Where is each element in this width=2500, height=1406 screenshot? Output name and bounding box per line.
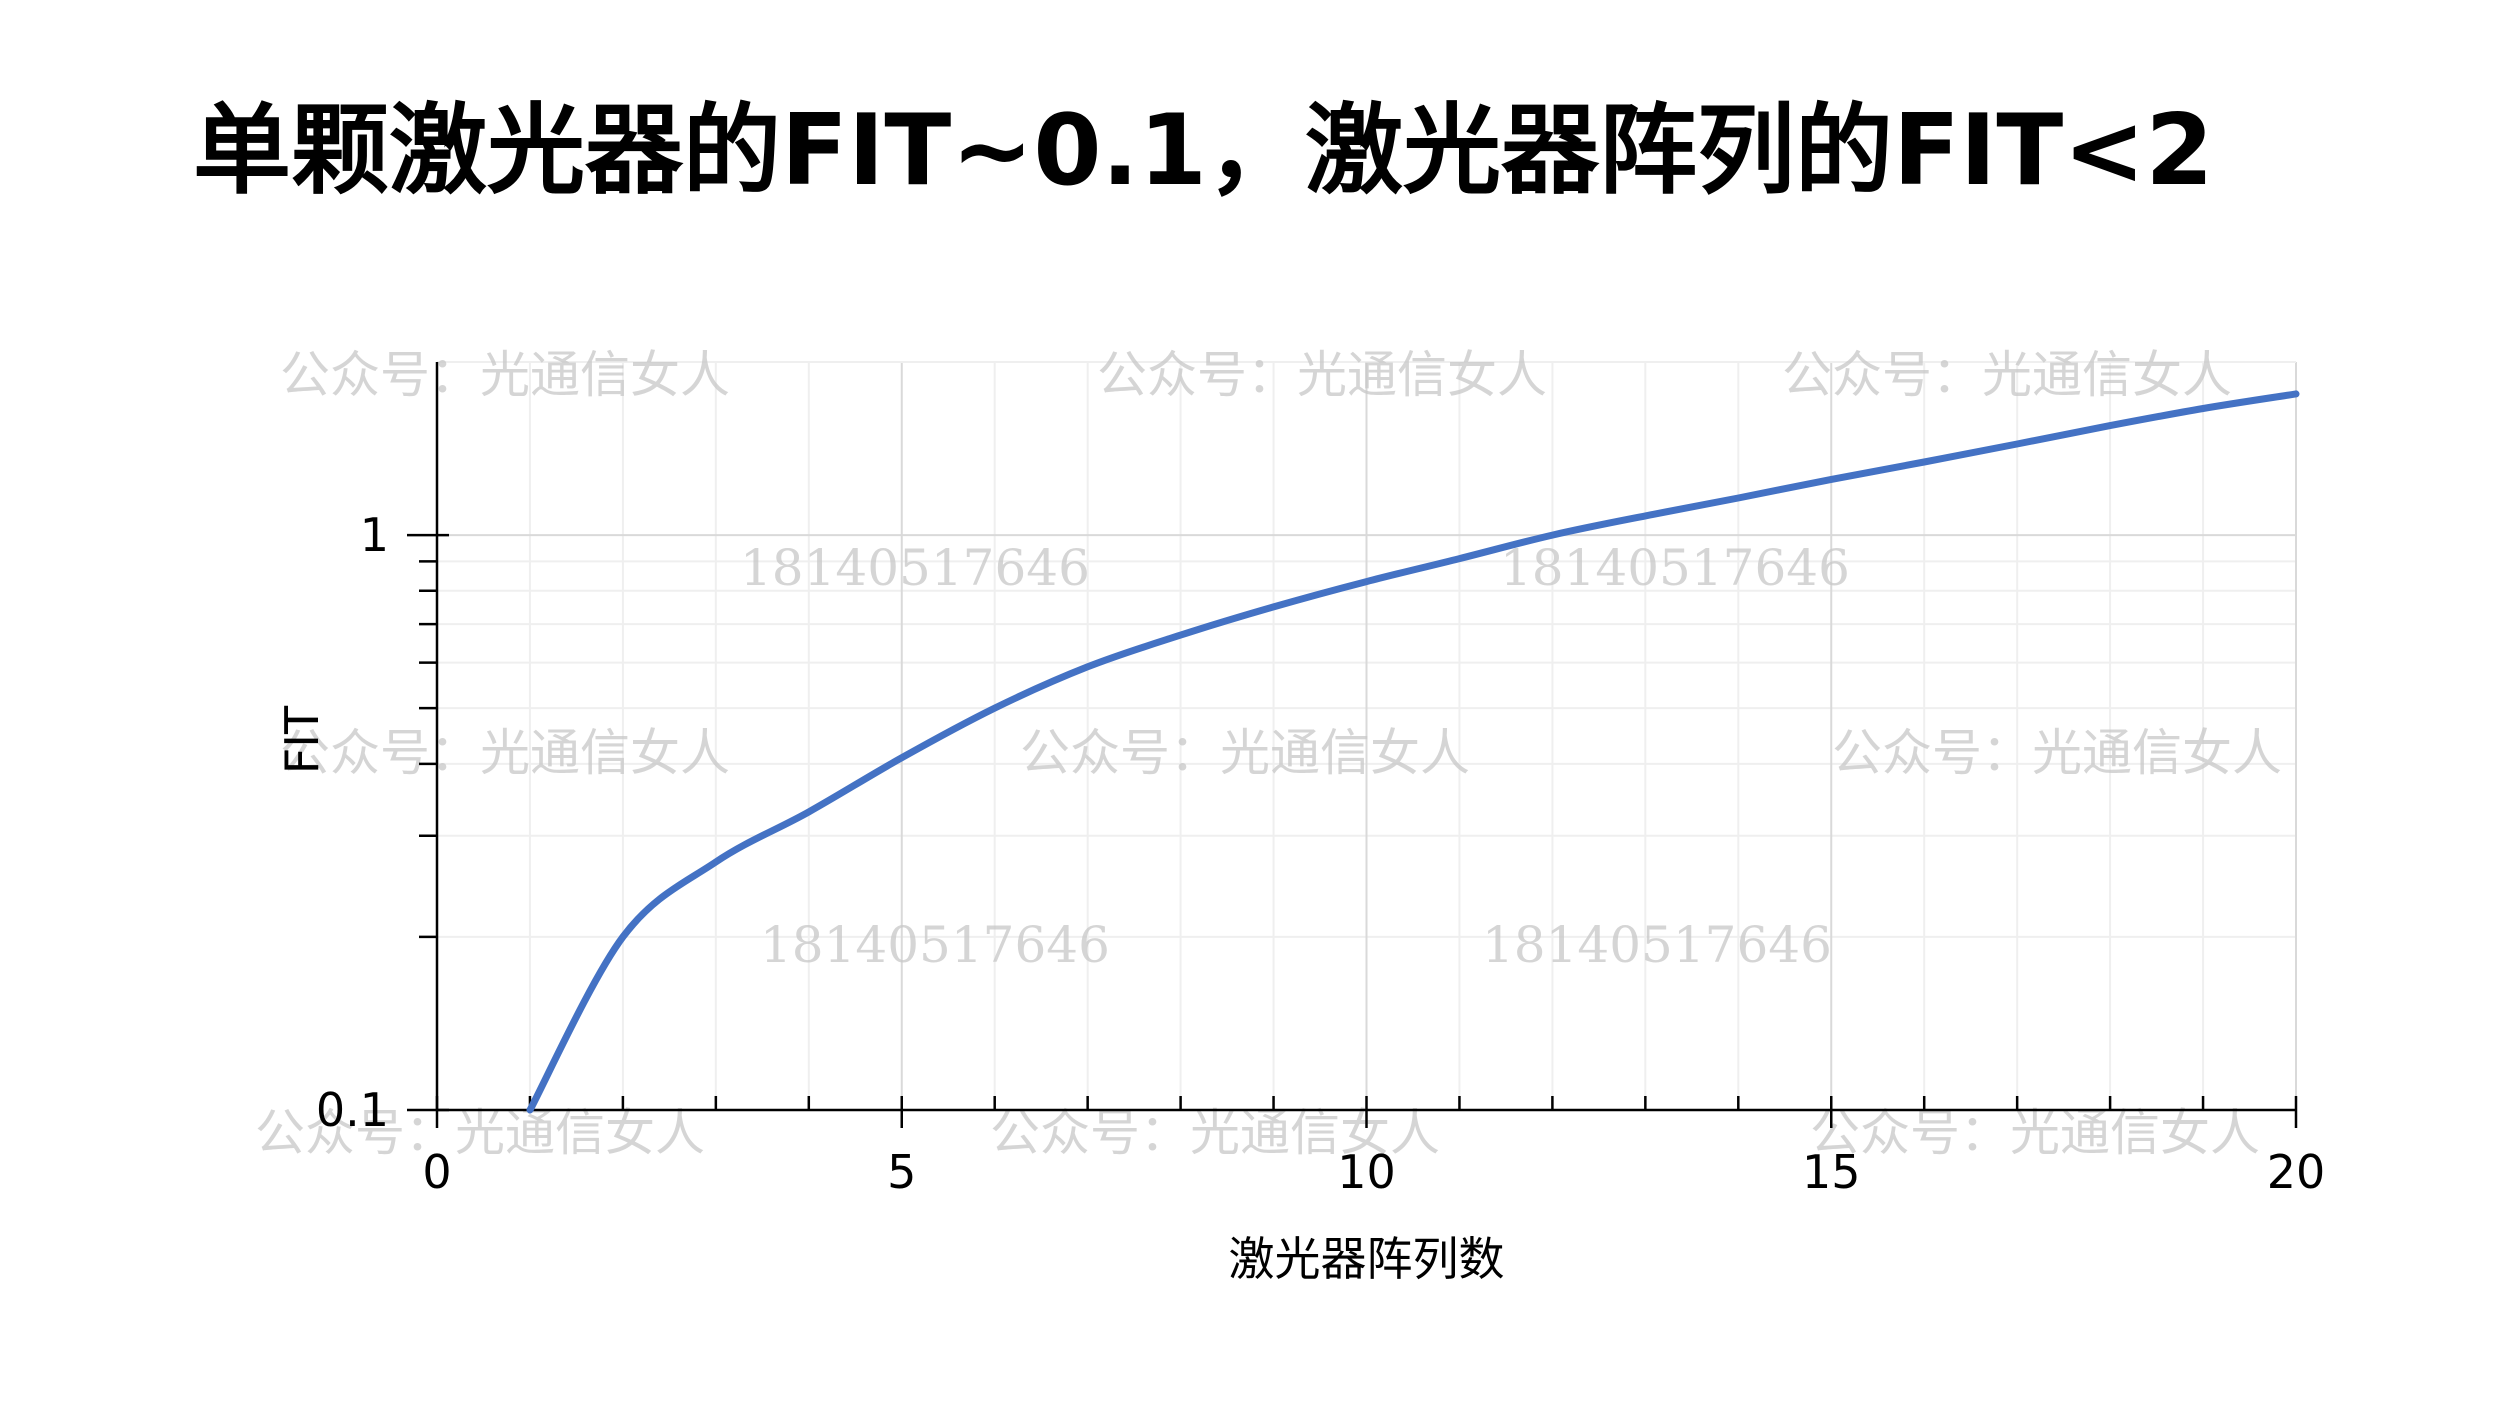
- axes: [407, 362, 2298, 1128]
- watermark-account: 公众号：光通信女人: [280, 346, 730, 404]
- watermark-account: 公众号：光通信女人: [280, 724, 730, 782]
- watermark-account: 公众号：光通信女人: [1020, 724, 1470, 782]
- x-tick-label: 10: [1337, 1145, 1396, 1199]
- series-layer: [526, 390, 2300, 1114]
- watermark-account: 公众号：光通信女人: [255, 1104, 705, 1162]
- watermark-account: 公众号：光通信女人: [990, 1104, 1440, 1162]
- watermark-account: 公众号：光通信女人: [1810, 1104, 2260, 1162]
- watermark-account: 公众号：光通信女人: [1832, 724, 2282, 782]
- watermark-phone: 18140517646: [1482, 916, 1832, 974]
- watermark-phone: 18140517646: [740, 539, 1090, 597]
- x-axis-title: 激光器阵列数: [1229, 1232, 1505, 1286]
- watermark-account: 公众号：光通信女人: [1097, 346, 1547, 404]
- watermark-account: 公众号：光通信女人: [1782, 346, 2232, 404]
- grid-lines: [437, 361, 2297, 1110]
- fit-series-line: [526, 390, 2300, 1114]
- y-axis-title: FIT: [275, 705, 329, 774]
- watermark-phone: 18140517646: [1500, 539, 1850, 597]
- slide-title: 单颗激光器的FIT~0.1，激光器阵列的FIT<2: [193, 94, 2214, 208]
- tick-labels: 0 5 10 15 20 0.1 1 激光器阵列数 FIT: [275, 508, 2325, 1286]
- y-tick-label: 1: [360, 508, 389, 562]
- x-tick-label: 20: [2267, 1145, 2326, 1199]
- y-tick-label: 0.1: [316, 1083, 389, 1137]
- watermark-phone: 18140517646: [760, 916, 1110, 974]
- x-tick-label: 15: [1802, 1145, 1861, 1199]
- x-tick-label: 5: [887, 1145, 916, 1199]
- x-tick-label: 0: [422, 1145, 451, 1199]
